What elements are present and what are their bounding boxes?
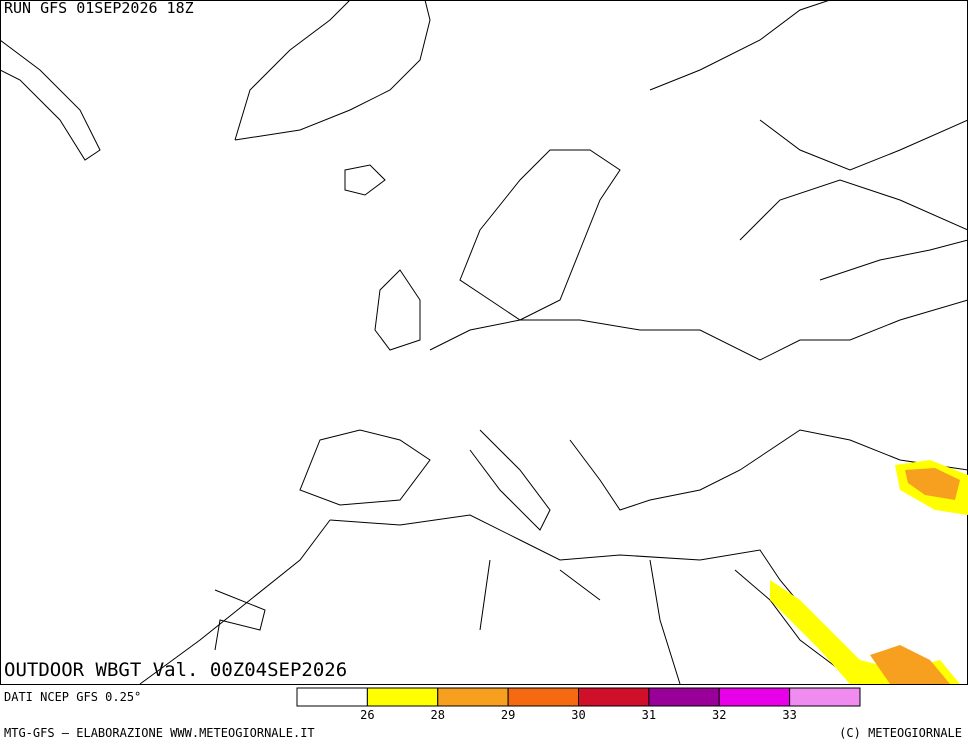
colorbar-label: 31 [642,708,656,722]
colorbar-label: 32 [712,708,726,722]
colorbar-swatch [296,687,368,707]
run-label: RUN GFS 01SEP2026 18Z [4,0,194,17]
colorbar-swatch [718,687,791,707]
credit-label: MTG-GFS — ELABORAZIONE WWW.METEOGIORNALE… [4,726,315,740]
colorbar: 26 28 29 30 31 32 33 [296,687,861,722]
colorbar-swatch [437,687,509,707]
colorbar-swatch [578,687,650,707]
map-frame [0,0,968,685]
colorbar-swatch [507,687,579,707]
colorbar-label: 33 [782,708,796,722]
colorbar-label: 29 [501,708,515,722]
map: RUN GFS 01SEP2026 18Z OUTDOOR WBGT Val. … [0,0,968,685]
colorbar-label: 28 [431,708,445,722]
wbgt-shading [770,460,968,684]
source-label: DATI NCEP GFS 0.25° [4,690,141,704]
colorbar-label: 26 [360,708,374,722]
map-title: OUTDOOR WBGT Val. 00Z04SEP2026 [4,659,347,681]
colorbar-swatch [789,687,861,707]
copyright-label: (C) METEOGIORNALE [839,726,962,740]
coastlines [0,0,968,685]
colorbar-swatch [366,687,439,707]
colorbar-label: 30 [571,708,585,722]
colorbar-swatch [648,687,720,707]
